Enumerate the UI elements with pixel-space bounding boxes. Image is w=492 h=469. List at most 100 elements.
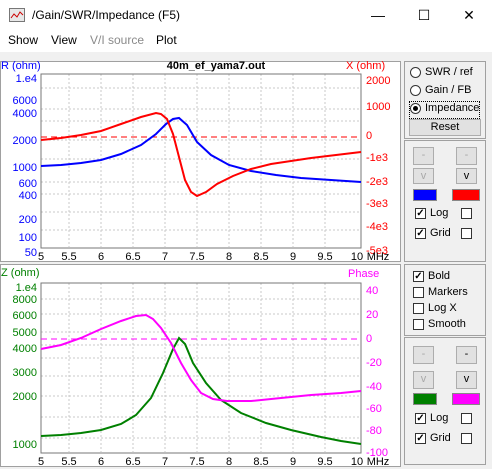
title-bar: /Gain/SWR/Impedance (F5) — ☐ ✕ bbox=[0, 0, 492, 30]
right-scale-up-button[interactable]: - bbox=[456, 147, 477, 165]
phase-tick: -40 bbox=[366, 381, 382, 393]
grid-right-check[interactable] bbox=[461, 432, 476, 448]
reset-button[interactable]: Reset bbox=[409, 119, 481, 136]
x-axis-label: X (ohm) bbox=[346, 60, 386, 72]
x-color-swatch[interactable] bbox=[452, 189, 480, 201]
x-tick: -5e3 bbox=[366, 245, 389, 257]
x-tick: -2e3 bbox=[366, 176, 389, 188]
logx-label: Log X bbox=[428, 302, 457, 314]
z-scale-down-button[interactable]: v bbox=[413, 371, 434, 389]
r-tick: 100 bbox=[18, 232, 37, 244]
radio-impedance-indicator[interactable] bbox=[410, 102, 421, 114]
z-tick: 1000 bbox=[12, 439, 37, 451]
menu-plot[interactable]: Plot bbox=[156, 33, 177, 47]
freq-tick: 10 bbox=[350, 251, 364, 263]
freq-tick: 5.5 bbox=[61, 251, 77, 263]
phase-tick: -20 bbox=[366, 357, 382, 369]
minimize-button[interactable]: — bbox=[371, 7, 385, 23]
r-tick: 600 bbox=[18, 178, 37, 190]
log-left-checkbox[interactable]: ✓ bbox=[415, 412, 426, 424]
x-min-tick: 5 bbox=[37, 456, 45, 468]
menu-vi-source[interactable]: V/I source bbox=[90, 33, 145, 47]
z-color-swatch[interactable] bbox=[413, 393, 437, 405]
grid-right-check[interactable] bbox=[461, 227, 476, 243]
markers-check[interactable]: Markers bbox=[413, 286, 468, 302]
log-right-check[interactable] bbox=[461, 412, 476, 428]
radio-swr[interactable]: SWR / ref bbox=[410, 66, 473, 82]
freq-tick: 9.5 bbox=[317, 251, 333, 263]
menu-view[interactable]: View bbox=[51, 33, 77, 47]
z-tick: 2000 bbox=[12, 391, 37, 403]
radio-swr-indicator[interactable] bbox=[410, 66, 421, 78]
r-tick: 50 bbox=[24, 247, 37, 259]
x-tick: -4e3 bbox=[366, 221, 389, 233]
grid-left-check[interactable]: ✓ Grid bbox=[415, 432, 451, 448]
log-left-check[interactable]: ✓ Log bbox=[415, 207, 448, 223]
logx-checkbox[interactable] bbox=[413, 302, 424, 314]
x-tick: 0 bbox=[366, 130, 373, 142]
grid-left-label: Grid bbox=[430, 227, 451, 239]
maximize-button[interactable]: ☐ bbox=[417, 7, 431, 23]
grid-left-checkbox[interactable]: ✓ bbox=[415, 432, 426, 444]
log-left-label: Log bbox=[430, 412, 449, 424]
close-button[interactable]: ✕ bbox=[463, 7, 475, 23]
right-scale-down-button[interactable]: v bbox=[456, 168, 477, 184]
radio-swr-label: SWR / ref bbox=[425, 66, 473, 78]
display-options-group: ✓ Bold Markers Log X Smooth bbox=[404, 264, 486, 336]
r-tick: 200 bbox=[18, 214, 37, 226]
smooth-check[interactable]: Smooth bbox=[413, 318, 466, 334]
left-scale-down-button[interactable]: v bbox=[413, 168, 434, 184]
zphase-plot-canvas bbox=[40, 282, 362, 454]
freq-unit: MHz bbox=[366, 456, 390, 468]
x-tick: 2000 bbox=[366, 75, 391, 87]
bold-checkbox[interactable]: ✓ bbox=[413, 270, 424, 282]
radio-gain[interactable]: Gain / FB bbox=[410, 84, 471, 100]
logx-check[interactable]: Log X bbox=[413, 302, 457, 318]
menu-show[interactable]: Show bbox=[8, 33, 39, 47]
top-axis-controls: - - v v ✓ Log ✓ Grid bbox=[404, 140, 486, 262]
grid-right-checkbox[interactable] bbox=[461, 432, 472, 444]
freq-tick: 8.5 bbox=[253, 456, 269, 468]
log-right-checkbox[interactable] bbox=[461, 207, 472, 219]
impedance-zphase-plot[interactable]: Z (ohm) Phase 1.e4 8000 6000 5000 4000 3… bbox=[0, 264, 401, 468]
bold-check[interactable]: ✓ Bold bbox=[413, 270, 450, 286]
left-scale-up-button[interactable]: - bbox=[413, 147, 434, 165]
r-tick: 400 bbox=[18, 190, 37, 202]
z-tick: 1.e4 bbox=[15, 282, 37, 294]
bottom-axis-controls: - - v v ✓ Log ✓ Grid bbox=[404, 337, 486, 465]
smooth-label: Smooth bbox=[428, 318, 466, 330]
freq-tick: 8.5 bbox=[253, 251, 269, 263]
log-right-checkbox[interactable] bbox=[461, 412, 472, 424]
log-left-checkbox[interactable]: ✓ bbox=[415, 207, 426, 219]
phase-scale-down-button[interactable]: v bbox=[456, 371, 477, 389]
freq-tick: 10 bbox=[350, 456, 364, 468]
freq-unit: MHz bbox=[366, 251, 390, 263]
markers-label: Markers bbox=[428, 286, 468, 298]
z-scale-up-button[interactable]: - bbox=[413, 346, 434, 364]
x-tick: 1000 bbox=[366, 101, 391, 113]
freq-tick: 7 bbox=[161, 456, 169, 468]
grid-right-checkbox[interactable] bbox=[461, 227, 472, 239]
z-tick: 3000 bbox=[12, 367, 37, 379]
phase-tick: -100 bbox=[366, 447, 389, 459]
log-left-label: Log bbox=[430, 207, 449, 219]
radio-impedance[interactable]: Impedance bbox=[408, 101, 481, 119]
phase-scale-up-button[interactable]: - bbox=[456, 346, 477, 364]
z-axis-label: Z (ohm) bbox=[1, 267, 40, 279]
radio-gain-indicator[interactable] bbox=[410, 84, 421, 96]
impedance-rx-plot[interactable]: R (ohm) 40m_ef_yama7.out X (ohm) 1.e4 60… bbox=[0, 60, 401, 263]
smooth-checkbox[interactable] bbox=[413, 318, 424, 330]
main-area: R (ohm) 40m_ef_yama7.out X (ohm) 1.e4 60… bbox=[0, 52, 492, 469]
grid-left-check[interactable]: ✓ Grid bbox=[415, 227, 451, 243]
plot-title: 40m_ef_yama7.out bbox=[166, 60, 266, 72]
grid-left-checkbox[interactable]: ✓ bbox=[415, 227, 426, 239]
log-right-check[interactable] bbox=[461, 207, 476, 223]
log-left-check[interactable]: ✓ Log bbox=[415, 412, 448, 428]
freq-tick: 7.5 bbox=[189, 251, 205, 263]
r-color-swatch[interactable] bbox=[413, 189, 437, 201]
r-curve bbox=[40, 116, 362, 183]
x-min-tick: 5 bbox=[37, 251, 45, 263]
freq-tick: 6.5 bbox=[125, 456, 141, 468]
phase-color-swatch[interactable] bbox=[452, 393, 480, 405]
markers-checkbox[interactable] bbox=[413, 286, 424, 298]
